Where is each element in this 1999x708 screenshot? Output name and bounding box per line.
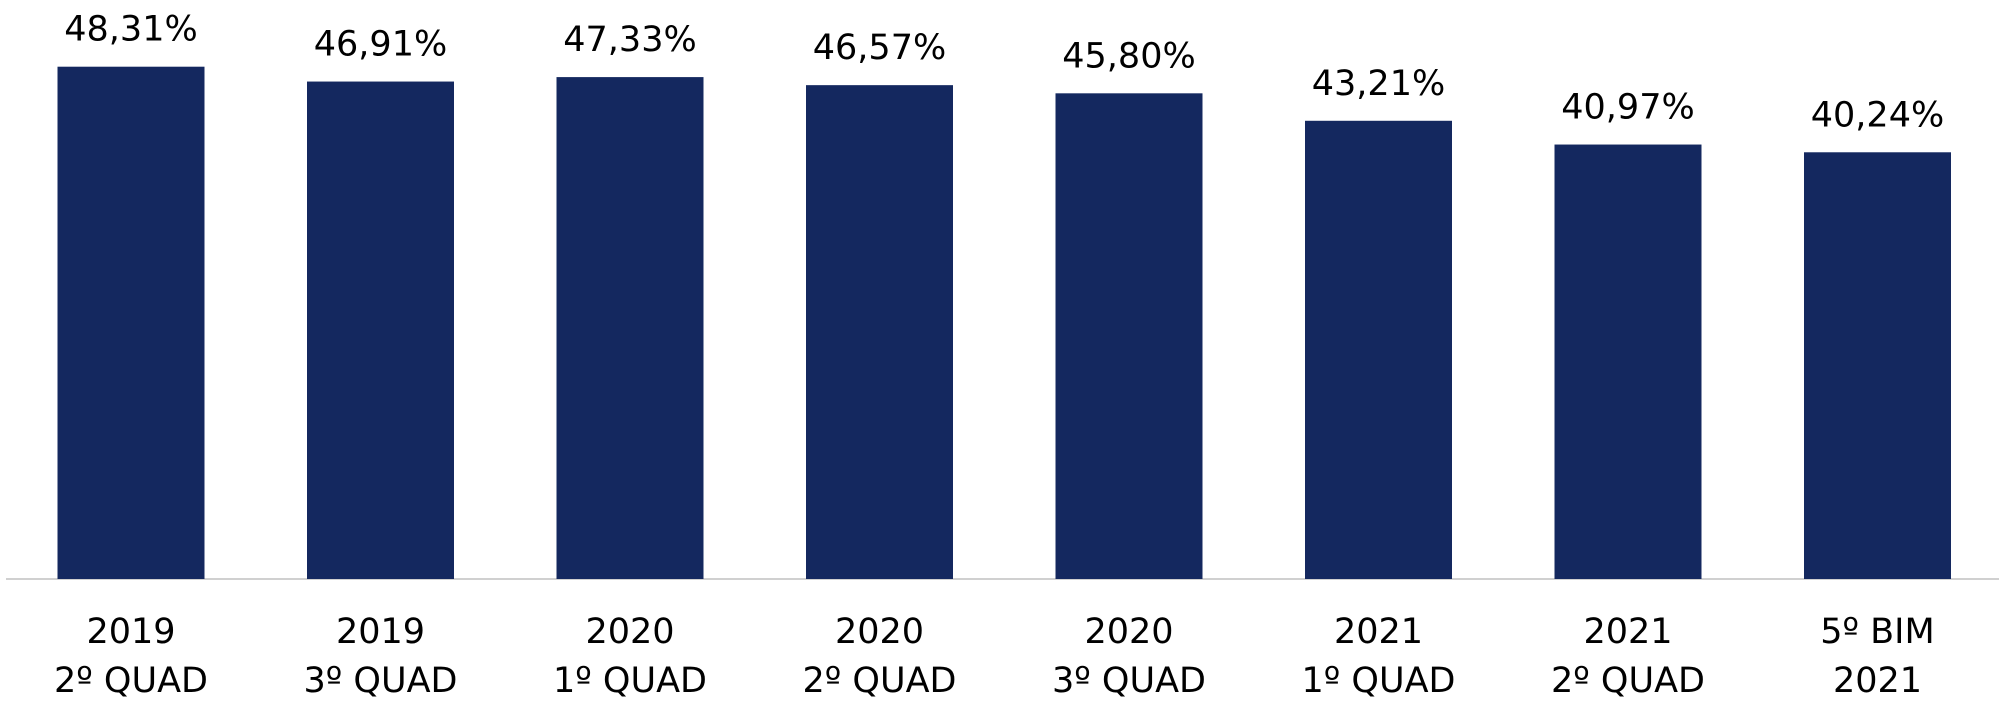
x-tick-label: 1º QUAD [553,661,707,701]
x-tick-label: 3º QUAD [1052,661,1206,701]
value-label: 48,31% [64,10,197,50]
bar [57,66,205,579]
value-label: 40,24% [1811,95,1944,135]
x-tick-label: 2021 [1583,612,1672,652]
x-tick-label: 2021 [1334,612,1423,652]
x-tick-label: 2º QUAD [1551,661,1705,701]
x-tick-label: 2019 [336,612,425,652]
x-tick-label: 2020 [1084,612,1173,652]
value-label: 45,80% [1062,36,1195,76]
bar [1055,93,1203,580]
value-label: 40,97% [1561,88,1694,128]
x-tick-label: 3º QUAD [304,661,458,701]
x-tick-label: 2021 [1833,661,1922,701]
bar [307,81,454,580]
value-label: 46,91% [314,25,447,65]
value-label: 43,21% [1312,64,1445,104]
x-tick-label: 2020 [585,612,674,652]
bar [806,85,953,580]
x-tick-label: 2019 [86,612,175,652]
bar [1804,152,1951,579]
x-tick-label: 2º QUAD [803,661,957,701]
x-tick-label: 2020 [835,612,924,652]
x-tick-label: 2º QUAD [54,661,208,701]
bar [1305,120,1452,580]
x-tick-label: 1º QUAD [1302,661,1456,701]
x-tick-label: 5º BIM [1820,612,1934,652]
bar [1554,144,1702,580]
bar [556,77,704,579]
value-label: 46,57% [813,28,946,68]
value-label: 47,33% [563,20,696,60]
